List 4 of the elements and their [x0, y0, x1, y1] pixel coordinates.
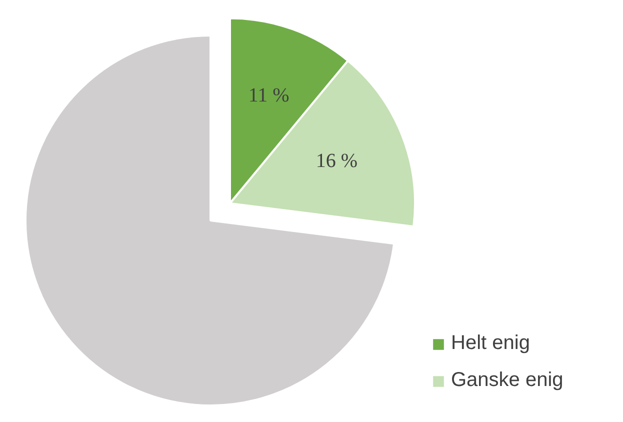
legend-label: Ganske enig [451, 369, 564, 392]
data-label: 11 % [248, 84, 290, 106]
legend-label: Helt enig [451, 332, 530, 355]
data-label: 16 % [316, 150, 358, 172]
